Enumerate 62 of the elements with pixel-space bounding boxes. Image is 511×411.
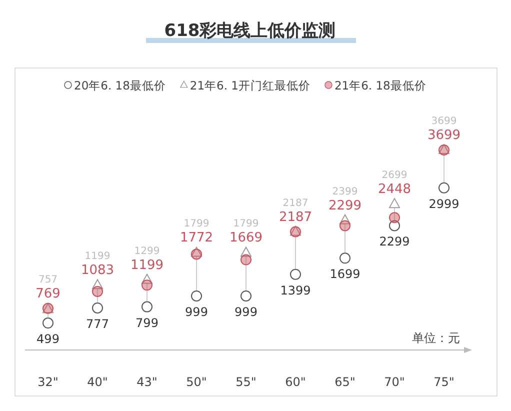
x-tick-label: 40": [87, 375, 108, 389]
data-label: 2299: [328, 198, 362, 214]
data-label: 999: [185, 304, 208, 319]
x-tick-label: 60": [285, 375, 306, 389]
data-label: 1799: [184, 218, 210, 230]
point: [92, 279, 103, 290]
x-tick-label: 32": [38, 375, 58, 389]
data-label: 3699: [427, 128, 461, 143]
text: 单位：元: [412, 331, 460, 345]
data-label: 2699: [382, 170, 408, 182]
legend-label: 20年6. 18最低价: [74, 78, 166, 92]
point: [340, 252, 350, 264]
point: [240, 254, 252, 266]
data-label: 1199: [130, 258, 164, 273]
point: [142, 301, 152, 312]
x-tick-label: 50": [186, 375, 207, 389]
chart-title: 618彩电线上低价监测: [164, 21, 336, 41]
data-label: 2448: [378, 182, 412, 198]
data-label: 2187: [282, 198, 308, 209]
point: [42, 318, 54, 329]
legend-label: 21年6. 18最低价: [334, 78, 426, 92]
data-label: 499: [36, 332, 60, 346]
point: [92, 302, 103, 314]
point: [142, 274, 152, 284]
data-label: 1199: [84, 251, 110, 262]
data-label: 799: [136, 316, 158, 330]
point: [142, 280, 152, 291]
data-label: 2299: [379, 234, 410, 249]
point: [438, 182, 450, 194]
data-label: 3699: [431, 116, 457, 127]
point: [191, 248, 202, 260]
data-label: 1399: [280, 283, 311, 298]
x-tick-label: 70": [384, 375, 405, 389]
data-label: 1083: [80, 263, 114, 278]
legend-label: 21年6. 1开门红最低价: [190, 78, 310, 92]
data-label: 1772: [180, 230, 214, 246]
data-label: 777: [86, 316, 109, 331]
data-label: 1669: [229, 230, 263, 246]
data-label: 1299: [134, 246, 160, 257]
point: [191, 246, 202, 257]
point: [389, 212, 400, 224]
x-tick-label: 43": [136, 375, 158, 389]
data-label: 999: [234, 304, 258, 319]
point: [240, 290, 252, 302]
data-label: 2399: [332, 186, 358, 198]
data-label: 1799: [233, 218, 259, 230]
data-label: 769: [36, 286, 60, 302]
data-label: 757: [38, 274, 58, 286]
point: [92, 286, 103, 297]
point: [340, 220, 350, 232]
point: [389, 220, 400, 232]
point: [191, 290, 202, 302]
point: [290, 268, 301, 280]
data-label: 2187: [278, 210, 312, 225]
point: [340, 214, 350, 224]
x-tick-label: 65": [334, 375, 356, 389]
data-label: 1699: [330, 267, 360, 282]
data-label: 2999: [428, 196, 460, 211]
point: [389, 198, 400, 208]
point: [240, 246, 252, 257]
x-tick-label: 55": [236, 375, 256, 389]
x-tick-label: 75": [434, 375, 454, 389]
